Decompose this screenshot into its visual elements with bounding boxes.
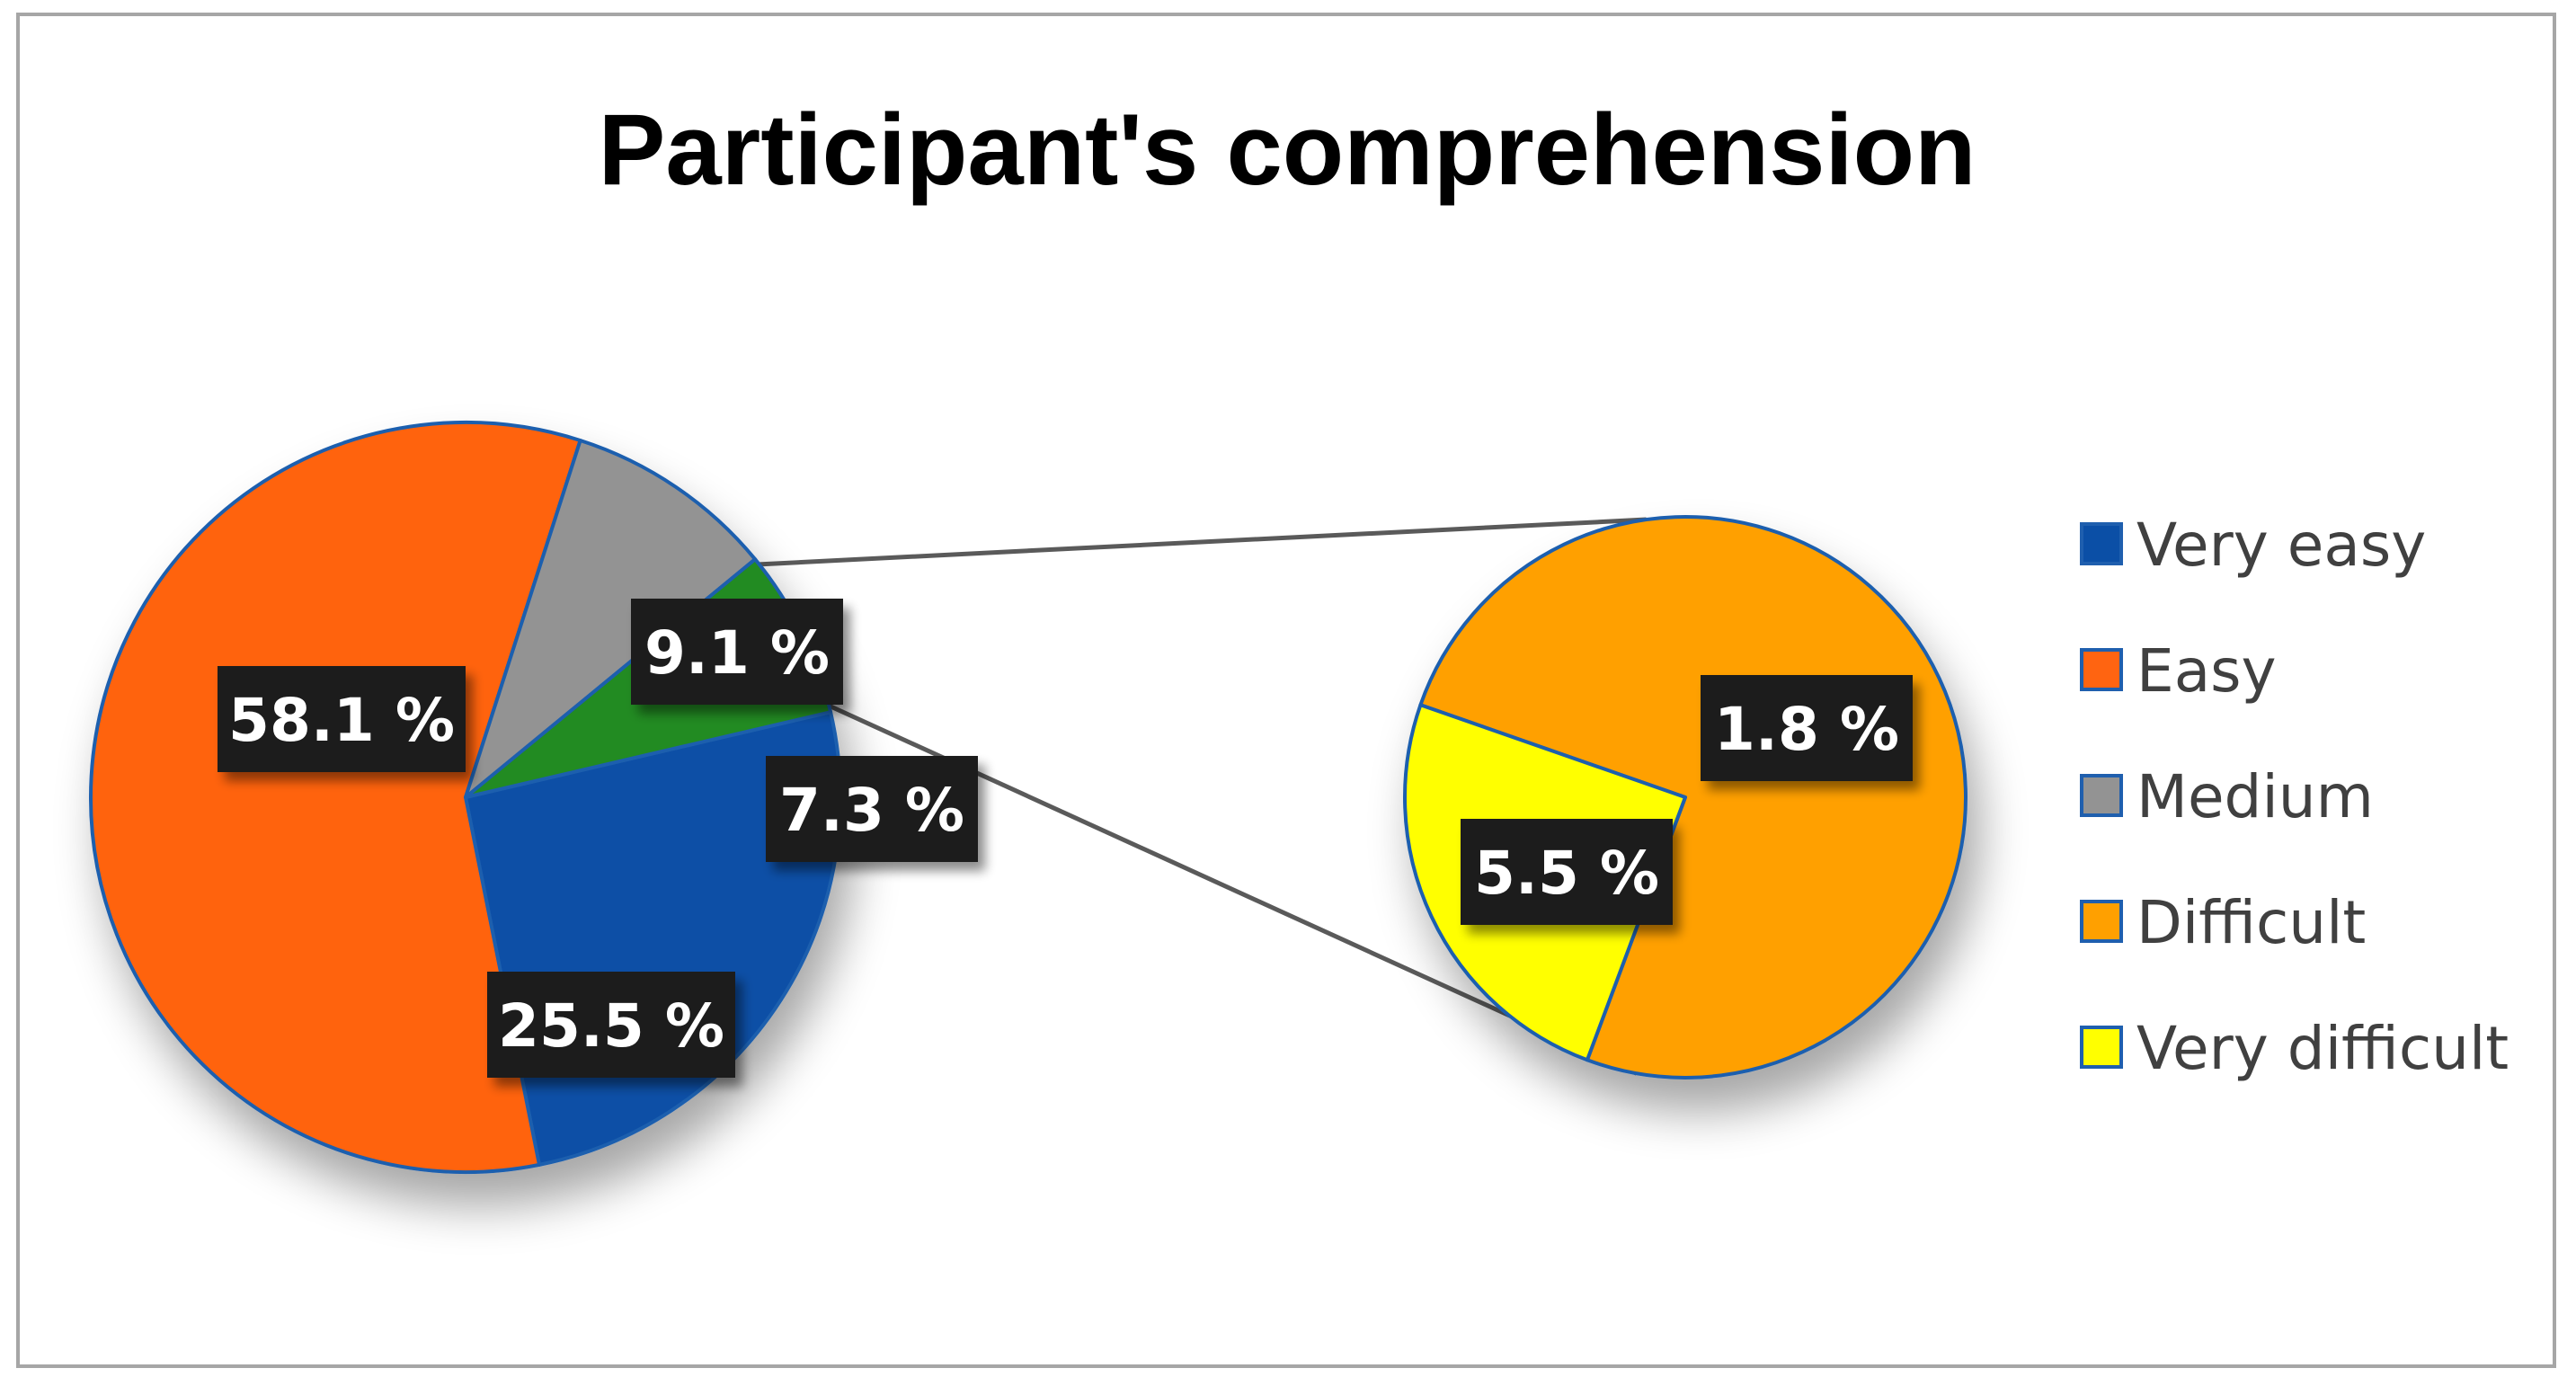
data-label-difficult-text: 5.5 %	[1474, 839, 1659, 908]
connector-line-top	[759, 517, 1647, 567]
legend-entry-very-difficult: Very difficult	[2080, 1014, 2509, 1083]
main-slice-medium	[464, 439, 758, 799]
data-label-very-easy-box	[487, 972, 735, 1078]
legend-swatch-easy	[2080, 648, 2123, 691]
data-label-difficult: 5.5 %	[1461, 819, 1673, 925]
data-label-difficult-box	[1461, 819, 1673, 925]
legend-entry-medium: Medium	[2080, 762, 2374, 831]
secondary-slice-difficult	[1418, 515, 1968, 1079]
legend-swatch-very-difficult	[2080, 1026, 2123, 1069]
legend-label-very-easy: Very easy	[2136, 511, 2426, 580]
legend-swatch-difficult	[2080, 900, 2123, 943]
chart-title: Participant's comprehension	[599, 93, 1976, 206]
secondary-pie	[1403, 515, 1968, 1079]
data-label-medium-box	[631, 599, 843, 705]
data-label-very-easy: 25.5 %	[487, 972, 735, 1078]
legend-swatch-very-easy	[2080, 522, 2123, 565]
legend-label-easy: Easy	[2136, 636, 2277, 706]
data-label-very-difficult-text: 1.8 %	[1714, 695, 1899, 764]
data-label-other-box	[766, 756, 978, 862]
data-label-very-easy-text: 25.5 %	[498, 991, 724, 1061]
data-label-easy-box	[218, 666, 466, 772]
main-slice-easy	[89, 421, 582, 1174]
data-label-other-text: 7.3 %	[779, 776, 964, 845]
data-labels: 25.5 % 58.1 % 9.1 % 7.3 % 5.5 % 1.8 %	[218, 599, 1913, 1078]
data-label-other: 7.3 %	[766, 756, 978, 862]
legend-label-very-difficult: Very difficult	[2136, 1014, 2509, 1083]
legend-label-difficult: Difficult	[2136, 888, 2366, 957]
data-label-easy-text: 58.1 %	[228, 686, 455, 755]
legend-label-medium: Medium	[2136, 762, 2374, 831]
data-label-very-difficult-box	[1701, 675, 1913, 781]
data-label-medium-text: 9.1 %	[644, 618, 830, 688]
legend-entry-difficult: Difficult	[2080, 888, 2366, 957]
legend-entry-easy: Easy	[2080, 636, 2277, 706]
legend: Very easy Easy Medium Difficult Very difficu…	[2080, 511, 2509, 1083]
legend-swatch-medium	[2080, 774, 2123, 817]
data-label-medium: 9.1 %	[631, 599, 843, 705]
legend-entry-very-easy: Very easy	[2080, 511, 2426, 580]
data-label-easy: 58.1 %	[218, 666, 466, 772]
data-label-very-difficult: 1.8 %	[1701, 675, 1913, 781]
